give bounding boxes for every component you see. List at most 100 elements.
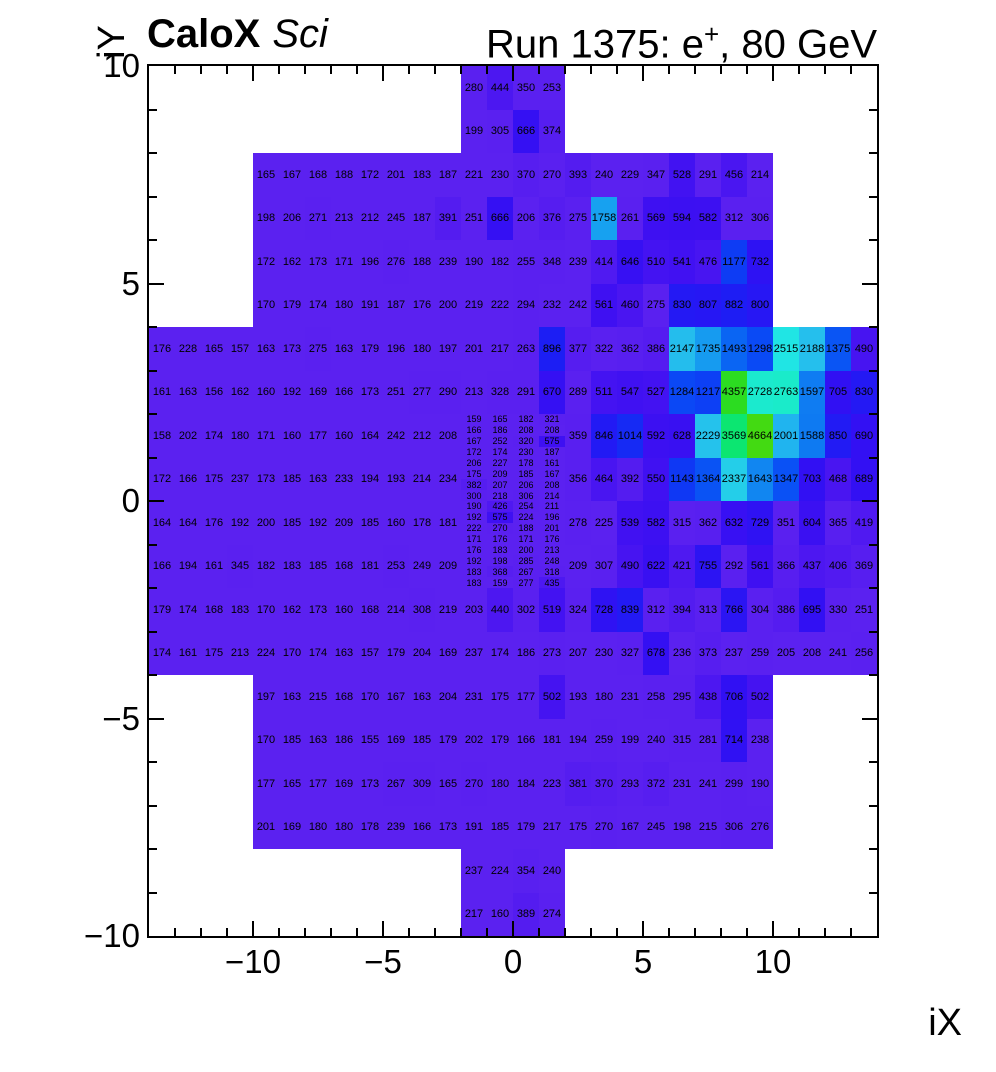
heatmap-cell: 173 bbox=[253, 457, 279, 501]
heatmap-cell: 437 bbox=[799, 544, 825, 588]
heatmap-cell: 199 bbox=[461, 109, 487, 153]
heatmap-cell: 170 bbox=[253, 718, 279, 762]
heatmap-cell: 208 bbox=[539, 424, 565, 436]
heatmap-cell: 183 bbox=[227, 588, 253, 632]
x-axis-tick-top bbox=[200, 66, 202, 74]
heatmap-cell: 646 bbox=[617, 240, 643, 284]
heatmap-cell: 174 bbox=[305, 283, 331, 327]
heatmap-cell: 312 bbox=[643, 588, 669, 632]
heatmap-cell: 322 bbox=[591, 327, 617, 371]
y-axis-tick bbox=[149, 543, 157, 546]
heatmap-cell: 240 bbox=[643, 718, 669, 762]
heatmap-cell: 345 bbox=[227, 544, 253, 588]
x-tick-label: −5 bbox=[364, 943, 402, 980]
heatmap-cell: 277 bbox=[513, 577, 539, 588]
x-axis-tick bbox=[200, 928, 202, 936]
heatmap-cell: 394 bbox=[669, 588, 695, 632]
heatmap-cell: 575 bbox=[487, 511, 513, 523]
heatmap-cell: 181 bbox=[357, 544, 383, 588]
heatmap-cell: 320 bbox=[513, 435, 539, 447]
heatmap-cell: 373 bbox=[695, 631, 721, 675]
heatmap-cell: 234 bbox=[435, 457, 461, 501]
heatmap-cell: 1143 bbox=[669, 457, 695, 501]
y-tick-label: −10 bbox=[84, 917, 140, 954]
heatmap-cell: 211 bbox=[539, 501, 565, 512]
heatmap-cell: 198 bbox=[487, 555, 513, 567]
y-axis-tick-right bbox=[869, 630, 877, 633]
heatmap-cell: 178 bbox=[513, 457, 539, 469]
heatmap-cell: 222 bbox=[487, 283, 513, 327]
heatmap-cell: 160 bbox=[253, 370, 279, 414]
heatmap-cell: 305 bbox=[487, 109, 513, 153]
heatmap-cell: 468 bbox=[825, 457, 851, 501]
x-axis-tick bbox=[278, 928, 280, 936]
heatmap-cell: 393 bbox=[565, 153, 591, 197]
heatmap-cell: 233 bbox=[331, 457, 357, 501]
heatmap-cell: 249 bbox=[409, 544, 435, 588]
heatmap-cell: 187 bbox=[539, 446, 565, 458]
x-axis-tick-top bbox=[538, 66, 540, 74]
heatmap-cell: 318 bbox=[539, 566, 565, 578]
heatmap-cell: 194 bbox=[357, 457, 383, 501]
heatmap-cell: 1217 bbox=[695, 370, 721, 414]
heatmap-cell: 162 bbox=[279, 588, 305, 632]
heatmap-cell: 157 bbox=[357, 631, 383, 675]
heatmap-cell: 208 bbox=[513, 424, 539, 436]
detector-label: Sci bbox=[272, 12, 328, 56]
x-axis-tick bbox=[408, 928, 410, 936]
heatmap-cell: 180 bbox=[331, 283, 357, 327]
heatmap-cell: 2001 bbox=[773, 414, 799, 458]
heatmap-cell: 2728 bbox=[747, 370, 773, 414]
heatmap-cell: 181 bbox=[539, 718, 565, 762]
heatmap-cell: 3569 bbox=[721, 414, 747, 458]
heatmap-cell: 369 bbox=[851, 544, 877, 588]
heatmap-cell: 161 bbox=[175, 631, 201, 675]
x-axis-tick-top bbox=[642, 66, 644, 81]
y-axis-tick bbox=[149, 369, 157, 372]
x-axis-tick-top bbox=[564, 66, 566, 74]
heatmap-cell: 251 bbox=[461, 196, 487, 240]
heatmap-cell: 185 bbox=[305, 544, 331, 588]
heatmap-cell: 162 bbox=[279, 240, 305, 284]
heatmap-cell: 1588 bbox=[799, 414, 825, 458]
y-axis-tick-right bbox=[869, 456, 877, 459]
y-axis-tick-right bbox=[869, 413, 877, 415]
x-axis-tick bbox=[642, 921, 644, 936]
heatmap-cell: 678 bbox=[643, 631, 669, 675]
heatmap-cell: 592 bbox=[643, 414, 669, 458]
heatmap-cell: 180 bbox=[227, 414, 253, 458]
y-axis-tick bbox=[149, 630, 157, 633]
x-axis-tick-top bbox=[356, 66, 358, 74]
heatmap-cell: 695 bbox=[799, 588, 825, 632]
x-axis-tick-top bbox=[798, 66, 800, 74]
x-axis-tick bbox=[824, 928, 826, 936]
heatmap-cell: 176 bbox=[409, 283, 435, 327]
heatmap-cell: 221 bbox=[461, 153, 487, 197]
heatmap-cell: 167 bbox=[617, 805, 643, 849]
x-axis-tick bbox=[330, 928, 332, 936]
heatmap-cell: 213 bbox=[461, 370, 487, 414]
heatmap-cell: 366 bbox=[773, 544, 799, 588]
x-axis-tick bbox=[460, 928, 462, 936]
heatmap-cell: 274 bbox=[539, 892, 565, 936]
heatmap-cell: 315 bbox=[669, 501, 695, 545]
heatmap-cell: 204 bbox=[409, 631, 435, 675]
heatmap-cell: 155 bbox=[357, 718, 383, 762]
heatmap-cell: 166 bbox=[409, 805, 435, 849]
y-axis-tick bbox=[149, 674, 157, 676]
heatmap-cell: 191 bbox=[461, 805, 487, 849]
heatmap-cell: 259 bbox=[591, 718, 617, 762]
heatmap-cell: 1298 bbox=[747, 327, 773, 371]
heatmap-cell: 175 bbox=[201, 457, 227, 501]
heatmap-cell: 846 bbox=[591, 414, 617, 458]
heatmap-cell: 354 bbox=[513, 849, 539, 893]
heatmap-cell: 240 bbox=[539, 849, 565, 893]
heatmap-cell: 176 bbox=[487, 533, 513, 545]
heatmap-cell: 191 bbox=[357, 283, 383, 327]
heatmap-cell: 755 bbox=[695, 544, 721, 588]
heatmap-cell: 270 bbox=[461, 762, 487, 806]
heatmap-cell: 502 bbox=[747, 675, 773, 719]
heatmap-cell: 245 bbox=[643, 805, 669, 849]
heatmap-cell: 628 bbox=[669, 414, 695, 458]
heatmap-cell: 174 bbox=[149, 631, 175, 675]
